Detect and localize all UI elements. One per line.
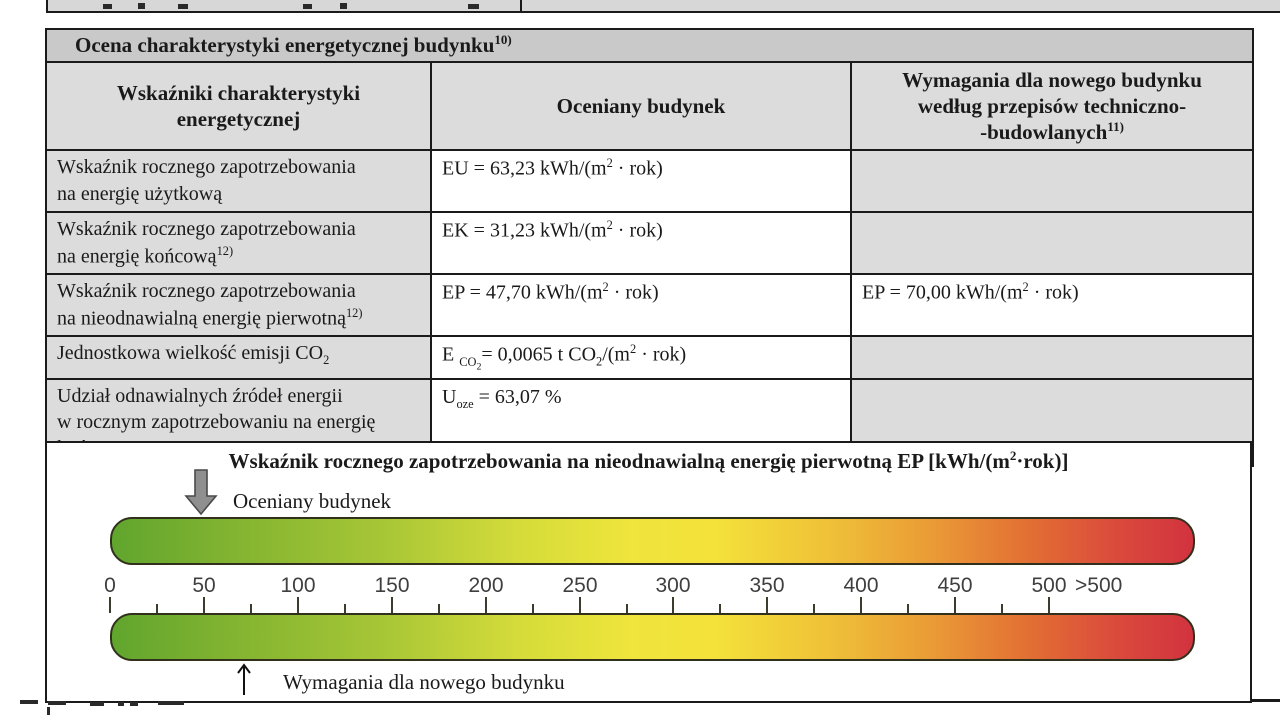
scale-tick-major [1048,597,1050,613]
header-requirements-line3: -budowlanych11) [980,119,1124,145]
scale-tick-major [579,597,581,613]
scale-tick-major [109,597,111,613]
table-title-row: Ocena charakterystyki energetycznej budy… [44,28,1255,63]
cropped-text-fragment [118,702,124,706]
footnote-ref-12: 12) [345,305,363,320]
scale-tick-label-250: 250 [562,574,598,597]
scale-tick-minor [813,604,815,613]
energy-assessment-table: Ocena charakterystyki energetycznej budy… [44,28,1255,467]
eu-label: Wskaźnik rocznego zapotrzebowania na ene… [45,149,432,214]
cropped-text-fragment [468,4,479,9]
footnote-ref-11: 11) [1107,119,1124,135]
scale-overflow-label: >500 [1075,574,1123,597]
header-indicators: Wskaźniki charakterystyki energetycznej [45,60,432,152]
cropped-text-fragment [178,4,188,9]
scale-tick-label-400: 400 [843,574,879,597]
cropped-text-fragment [48,701,66,705]
eu-requirement-empty [849,149,1255,214]
cropped-text-fragment [158,701,184,705]
cropped-text-fragment [20,700,38,704]
co2-requirement-empty [849,335,1255,380]
ep-scale-chart: Wskaźnik rocznego zapotrzebowania na nie… [45,441,1252,703]
footnote-ref-12: 12) [216,243,234,258]
table-header-row: Wskaźniki charakterystyki energetycznej … [45,60,1255,152]
evaluated-building-arrow-label: Oceniany budynek [233,489,392,513]
cropped-text-fragment [138,3,145,9]
scale-tick-minor [532,604,534,613]
scale-tick-minor [907,604,909,613]
co2-label: Jednostkowa wielkość emisji CO2 [45,335,432,380]
table-row-eu: Wskaźnik rocznego zapotrzebowania na ene… [45,149,1255,214]
cropped-text-fragment [90,702,104,706]
header-requirements-line2: według przepisów techniczno- [917,93,1187,118]
scale-tick-label-200: 200 [468,574,504,597]
chart-title: Wskaźnik rocznego zapotrzebowania na nie… [228,448,1069,473]
ep-label: Wskaźnik rocznego zapotrzebowania na nie… [45,273,432,338]
scale-tick-major [203,597,205,613]
requirement-arrow-icon [237,663,251,695]
table-row-ek: Wskaźnik rocznego zapotrzebowania na ene… [45,211,1255,276]
ek-label: Wskaźnik rocznego zapotrzebowania na ene… [45,211,432,276]
ep-gradient-bar-bottom [110,613,1195,661]
eu-value: EU = 63,23 kWh/(m2 · rok) [430,149,852,214]
cropped-row-divider [520,0,522,11]
ek-value: EK = 31,23 kWh/(m2 · rok) [430,211,852,276]
section-title: Ocena charakterystyki energetycznej budy… [44,28,1255,63]
header-evaluated-building: Oceniany budynek [430,60,852,152]
scale-tick-label-50: 50 [192,574,216,597]
cropped-border-line [1250,699,1280,702]
requirement-arrow-label: Wymagania dla nowego budynku [283,670,565,694]
scale-tick-label-0: 0 [104,574,116,597]
scale-tick-major [297,597,299,613]
cropped-text-fragment [303,4,312,9]
scale-tick-label-500: 500 [1031,574,1067,597]
scale-tick-minor [626,604,628,613]
ep-gradient-bar-top [110,517,1195,565]
scale-tick-minor [344,604,346,613]
cropped-text-fragment [103,4,112,9]
scale-tick-major [391,597,393,613]
header-requirements-line1: Wymagania dla nowego budynku [902,67,1202,92]
table-row-co2: Jednostkowa wielkość emisji CO2 E CO2= 0… [45,335,1255,380]
scale-tick-label-100: 100 [280,574,316,597]
cropped-text-fragment [340,3,347,9]
scale-tick-minor [719,604,721,613]
scale-tick-major [860,597,862,613]
scale-tick-minor [1001,604,1003,613]
scale-tick-major [766,597,768,613]
scale-tick-label-150: 150 [374,574,410,597]
scale-tick-minor [156,604,158,613]
scale-tick-label-450: 450 [937,574,973,597]
ep-requirement-value: EP = 70,00 kWh/(m2 · rok) [849,273,1255,338]
scale-tick-label-350: 350 [749,574,785,597]
header-requirements: Wymagania dla nowego budynku według prze… [849,60,1255,152]
footnote-ref-10: 10) [494,32,512,47]
evaluated-building-arrow-icon [184,469,218,516]
ep-value: EP = 47,70 kWh/(m2 · rok) [430,273,852,338]
scale-tick-minor [250,604,252,613]
scale-tick-major [954,597,956,613]
scale-tick-label-300: 300 [655,574,691,597]
cropped-text-fragment [130,702,138,706]
cropped-text-fragment [47,707,50,715]
co2-value: E CO2= 0,0065 t CO2/(m2 · rok) [430,335,852,380]
section-title-text: Ocena charakterystyki energetycznej budy… [75,33,495,57]
cropped-table-row [46,0,1280,13]
scale-tick-major [672,597,674,613]
scale-tick-minor [438,604,440,613]
ek-requirement-empty [849,211,1255,276]
scale-tick-major [485,597,487,613]
table-row-ep: Wskaźnik rocznego zapotrzebowania na nie… [45,273,1255,338]
